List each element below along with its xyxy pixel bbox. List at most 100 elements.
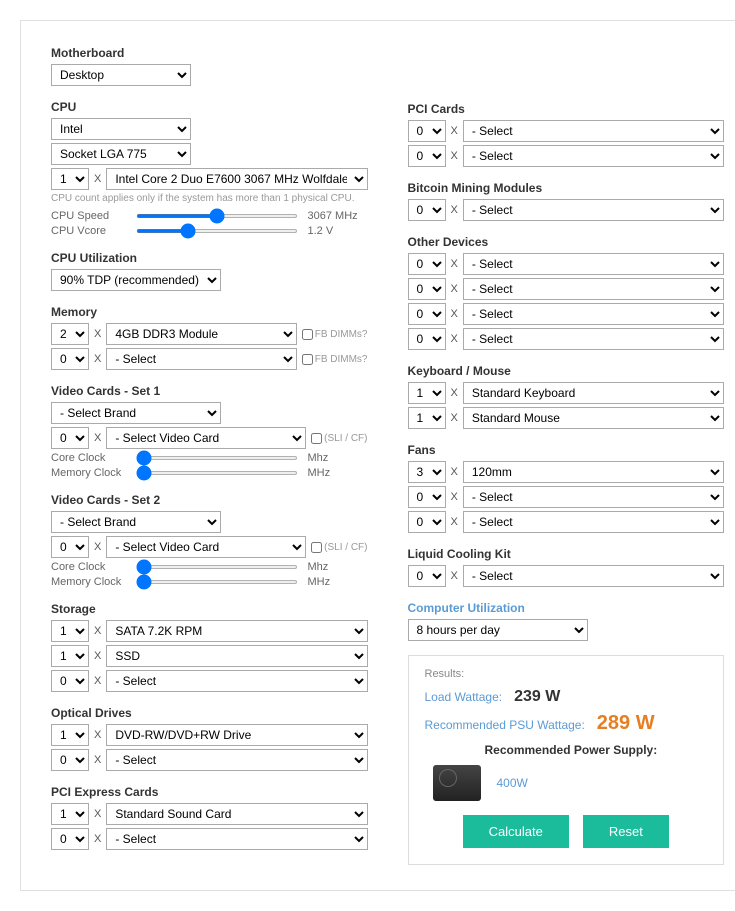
liquid-item-0[interactable]: - Select [463,565,724,587]
cpu-count-select[interactable]: 1 [51,168,89,190]
fans-item-1[interactable]: - Select [463,486,724,508]
results-box: Results: Load Wattage: 239 W Recommended… [408,655,725,865]
pci-item-1[interactable]: - Select [463,145,724,167]
storage-title: Storage [51,602,368,616]
fans-count-2[interactable]: 0 [408,511,446,533]
load-wattage-value: 239 W [514,688,560,706]
storage-count-1[interactable]: 1 [51,645,89,667]
memory-count-0[interactable]: 2 [51,323,89,345]
vc2-core-label: Core Clock [51,561,126,573]
comp-util-title: Computer Utilization [408,601,725,615]
pcie-item-0[interactable]: Standard Sound Card [106,803,367,825]
pcie-item-1[interactable]: - Select [106,828,367,850]
vc2-mem-unit: MHz [308,576,368,588]
memory-item-0[interactable]: 4GB DDR3 Module [106,323,296,345]
vc2-sli[interactable]: (SLI / CF) [311,542,367,553]
optical-item-1[interactable]: - Select [106,749,367,771]
mining-item-0[interactable]: - Select [463,199,724,221]
cpu-vcore-label: CPU Vcore [51,225,126,237]
vc2-brand-select[interactable]: - Select Brand [51,511,221,533]
pcie-title: PCI Express Cards [51,785,368,799]
vc1-title: Video Cards - Set 1 [51,384,368,398]
liquid-count-0[interactable]: 0 [408,565,446,587]
vc2-item[interactable]: - Select Video Card [106,536,306,558]
reset-button[interactable]: Reset [583,815,669,848]
cpu-util-select[interactable]: 90% TDP (recommended) [51,269,221,291]
fans-count-1[interactable]: 0 [408,486,446,508]
km-count-0[interactable]: 1 [408,382,446,404]
psu-icon [433,765,481,801]
memory-item-1[interactable]: - Select [106,348,296,370]
rec-wattage-value: 289 W [597,712,655,735]
vc1-mem-label[interactable]: Memory Clock [51,467,126,479]
cpu-speed-slider[interactable] [136,214,298,218]
motherboard-title: Motherboard [51,46,368,60]
liquid-title: Liquid Cooling Kit [408,547,725,561]
vc1-mem-unit: MHz [308,467,368,479]
vc1-item[interactable]: - Select Video Card [106,427,306,449]
vc1-brand-select[interactable]: - Select Brand [51,402,221,424]
cpu-speed-label: CPU Speed [51,210,126,222]
cpu-vendor-select[interactable]: Intel [51,118,191,140]
fans-item-2[interactable]: - Select [463,511,724,533]
psu-link[interactable]: 400W [497,776,528,790]
storage-count-2[interactable]: 0 [51,670,89,692]
storage-item-1[interactable]: SSD [106,645,367,667]
vc1-count[interactable]: 0 [51,427,89,449]
pci-count-0[interactable]: 0 [408,120,446,142]
cpu-model-select[interactable]: Intel Core 2 Duo E7600 3067 MHz Wolfdale… [106,168,367,190]
vc1-core-unit: Mhz [308,452,368,464]
other-item-1[interactable]: - Select [463,278,724,300]
fans-item-0[interactable]: 120mm [463,461,724,483]
other-count-1[interactable]: 0 [408,278,446,300]
km-count-1[interactable]: 1 [408,407,446,429]
optical-title: Optical Drives [51,706,368,720]
other-item-2[interactable]: - Select [463,303,724,325]
pcie-count-0[interactable]: 1 [51,803,89,825]
vc1-sli[interactable]: (SLI / CF) [311,433,367,444]
km-item-1[interactable]: Standard Mouse [463,407,724,429]
vc2-core-slider[interactable] [136,565,298,569]
motherboard-select[interactable]: Desktop [51,64,191,86]
optical-count-0[interactable]: 1 [51,724,89,746]
vc2-mem-label[interactable]: Memory Clock [51,576,126,588]
vc1-core-label: Core Clock [51,452,126,464]
comp-util-select[interactable]: 8 hours per day [408,619,588,641]
vc2-core-unit: Mhz [308,561,368,573]
other-count-2[interactable]: 0 [408,303,446,325]
fb-dimms-1[interactable]: FB DIMMs? [302,354,368,365]
cpu-vcore-slider[interactable] [136,229,298,233]
storage-item-2[interactable]: - Select [106,670,367,692]
storage-item-0[interactable]: SATA 7.2K RPM [106,620,367,642]
other-count-3[interactable]: 0 [408,328,446,350]
rec-psu-title: Recommended Power Supply: [485,743,708,757]
vc2-count[interactable]: 0 [51,536,89,558]
fans-title: Fans [408,443,725,457]
optical-item-0[interactable]: DVD-RW/DVD+RW Drive [106,724,367,746]
x-label: X [94,173,101,185]
calculate-button[interactable]: Calculate [463,815,569,848]
vc2-mem-slider[interactable] [136,580,298,584]
pcie-count-1[interactable]: 0 [51,828,89,850]
fb-dimms-0[interactable]: FB DIMMs? [302,329,368,340]
km-item-0[interactable]: Standard Keyboard [463,382,724,404]
other-item-0[interactable]: - Select [463,253,724,275]
vc1-core-slider[interactable] [136,456,298,460]
other-title: Other Devices [408,235,725,249]
mining-title: Bitcoin Mining Modules [408,181,725,195]
fans-count-0[interactable]: 3 [408,461,446,483]
storage-count-0[interactable]: 1 [51,620,89,642]
load-wattage-label: Load Wattage: [425,690,503,704]
cpu-util-title: CPU Utilization [51,251,368,265]
pci-count-1[interactable]: 0 [408,145,446,167]
optical-count-1[interactable]: 0 [51,749,89,771]
cpu-speed-value: 3067 MHz [308,210,368,222]
vc2-title: Video Cards - Set 2 [51,493,368,507]
other-count-0[interactable]: 0 [408,253,446,275]
pci-item-0[interactable]: - Select [463,120,724,142]
cpu-socket-select[interactable]: Socket LGA 775 [51,143,191,165]
mining-count-0[interactable]: 0 [408,199,446,221]
other-item-3[interactable]: - Select [463,328,724,350]
vc1-mem-slider[interactable] [136,471,298,475]
memory-count-1[interactable]: 0 [51,348,89,370]
